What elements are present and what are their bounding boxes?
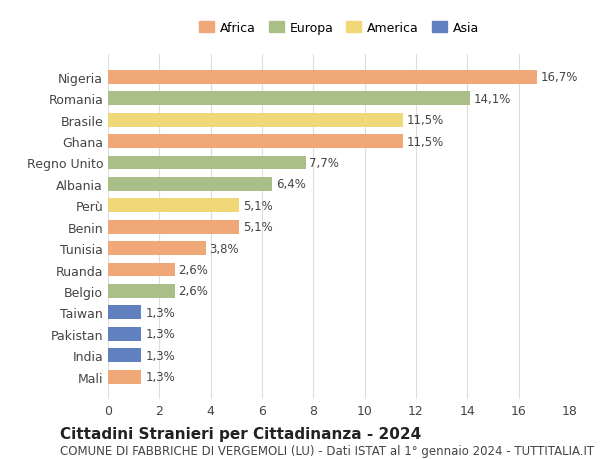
Bar — [108, 199, 239, 213]
Text: 16,7%: 16,7% — [541, 71, 578, 84]
Text: 1,3%: 1,3% — [145, 306, 175, 319]
Bar — [108, 306, 142, 319]
Bar — [108, 135, 403, 149]
Text: Cittadini Stranieri per Cittadinanza - 2024: Cittadini Stranieri per Cittadinanza - 2… — [60, 426, 421, 442]
Text: 1,3%: 1,3% — [145, 349, 175, 362]
Text: 11,5%: 11,5% — [407, 114, 444, 127]
Text: 1,3%: 1,3% — [145, 370, 175, 383]
Text: 5,1%: 5,1% — [243, 221, 272, 234]
Bar — [108, 284, 175, 298]
Text: 2,6%: 2,6% — [179, 285, 208, 298]
Text: 3,8%: 3,8% — [209, 242, 239, 255]
Bar — [108, 156, 305, 170]
Bar — [108, 263, 175, 277]
Text: 5,1%: 5,1% — [243, 199, 272, 213]
Text: 11,5%: 11,5% — [407, 135, 444, 148]
Text: 7,7%: 7,7% — [310, 157, 340, 170]
Text: COMUNE DI FABBRICHE DI VERGEMOLI (LU) - Dati ISTAT al 1° gennaio 2024 - TUTTITAL: COMUNE DI FABBRICHE DI VERGEMOLI (LU) - … — [60, 444, 594, 458]
Bar — [108, 92, 470, 106]
Bar — [108, 348, 142, 362]
Bar — [108, 220, 239, 234]
Bar — [108, 178, 272, 191]
Bar — [108, 113, 403, 127]
Legend: Africa, Europa, America, Asia: Africa, Europa, America, Asia — [194, 17, 484, 39]
Bar — [108, 71, 536, 84]
Bar — [108, 327, 142, 341]
Bar — [108, 241, 206, 256]
Bar — [108, 370, 142, 384]
Text: 6,4%: 6,4% — [276, 178, 306, 191]
Text: 1,3%: 1,3% — [145, 328, 175, 341]
Text: 2,6%: 2,6% — [179, 263, 208, 276]
Text: 14,1%: 14,1% — [474, 93, 511, 106]
